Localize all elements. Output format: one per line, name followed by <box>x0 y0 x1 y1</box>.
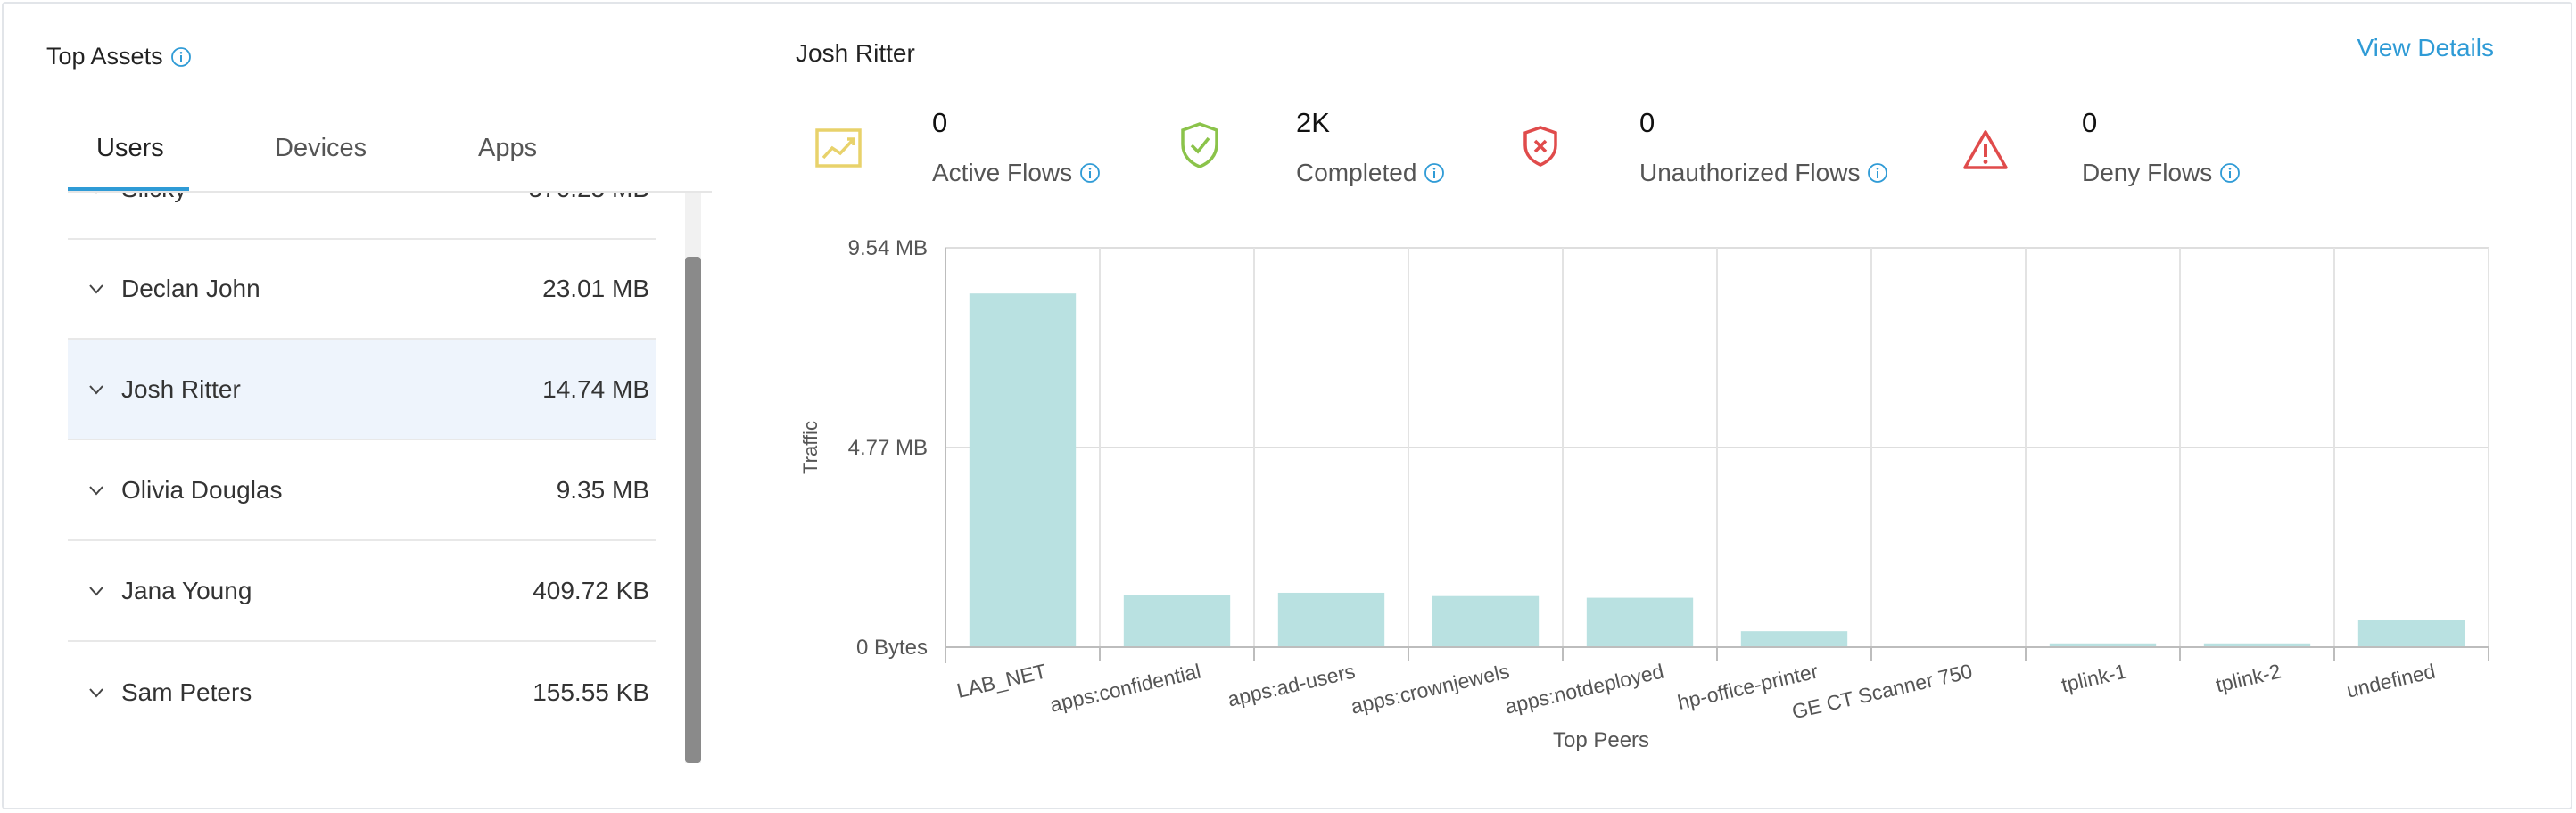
list-item-traffic: 23.01 MB <box>542 274 649 302</box>
stat-label-row: Unauthorized Flows <box>1639 159 1888 187</box>
chart-bar[interactable] <box>2203 643 2311 647</box>
tab-devices[interactable]: Devices <box>275 134 367 162</box>
list-item-name: Josh Ritter <box>121 374 241 403</box>
info-icon[interactable] <box>1867 162 1888 184</box>
x-tick-label: tplink-2 <box>2214 660 2283 697</box>
list-item-traffic: 409.72 KB <box>533 576 649 604</box>
x-tick-label: LAB_NET <box>954 660 1048 702</box>
top-assets-title: Top Assets <box>46 43 163 70</box>
chart-bar[interactable] <box>2049 643 2157 647</box>
list-item-traffic: 570.25 MB <box>529 193 649 203</box>
list-item[interactable]: Slicky 570.25 MB <box>68 193 656 240</box>
x-tick-label: apps:crownjewels <box>1349 660 1512 719</box>
chart-bar[interactable] <box>969 293 1077 647</box>
info-icon[interactable] <box>170 46 192 68</box>
tab-apps[interactable]: Apps <box>478 134 538 162</box>
warning-triangle-icon <box>1963 130 2008 169</box>
chart-bar[interactable] <box>1740 631 1848 647</box>
shield-check-icon <box>1181 122 1218 168</box>
x-tick-label: apps:confidential <box>1048 660 1203 717</box>
list-item-traffic: 9.35 MB <box>556 475 649 504</box>
stat-value: 0 <box>932 107 948 138</box>
chevron-down-icon[interactable] <box>87 280 105 298</box>
chevron-down-icon[interactable] <box>87 481 105 499</box>
scrollbar-thumb[interactable] <box>685 257 701 763</box>
chart-bar[interactable] <box>1277 592 1385 647</box>
x-tick-label: apps:notdeployed <box>1503 660 1666 719</box>
active-tab-indicator <box>68 187 189 191</box>
x-tick-label: GE CT Scanner 750 <box>1789 660 1974 724</box>
y-tick-label: 4.77 MB <box>848 436 928 460</box>
stat-label-row: Deny Flows <box>2082 159 2241 187</box>
user-list[interactable]: Slicky 570.25 MB Declan John 23.01 MB Jo… <box>68 193 656 763</box>
chart-bar[interactable] <box>1123 595 1231 647</box>
shield-x-icon <box>1523 126 1557 167</box>
list-item-traffic: 155.55 KB <box>533 678 649 706</box>
y-tick-label: 9.54 MB <box>848 236 928 260</box>
x-axis-title: Top Peers <box>1553 728 1649 752</box>
chart-axes <box>945 248 2489 663</box>
list-item-name: Jana Young <box>121 576 252 604</box>
chevron-down-icon[interactable] <box>87 684 105 702</box>
view-details-link[interactable]: View Details <box>2357 34 2494 62</box>
list-item-name: Slicky <box>121 193 186 203</box>
chart-bar[interactable] <box>1586 597 1694 647</box>
list-item-traffic: 14.74 MB <box>542 374 649 403</box>
chart-bar[interactable] <box>1432 595 1540 647</box>
y-tick-label: 0 Bytes <box>856 636 928 660</box>
list-item[interactable]: Olivia Douglas 9.35 MB <box>68 440 656 541</box>
list-item-name: Olivia Douglas <box>121 475 283 504</box>
stat-value: 0 <box>1639 107 1655 138</box>
x-tick-label: apps:ad-users <box>1226 660 1358 711</box>
stat-label-row: Completed <box>1296 159 1445 187</box>
top-assets-heading: Top Assets <box>46 43 192 70</box>
stat-label: Active Flows <box>932 159 1073 186</box>
y-axis-title: Traffic <box>799 421 822 474</box>
list-item-selected[interactable]: Josh Ritter 14.74 MB <box>68 340 656 440</box>
stat-label-row: Active Flows <box>932 159 1101 187</box>
stat-label: Deny Flows <box>2082 159 2213 186</box>
list-item-name: Declan John <box>121 274 260 302</box>
chart-grid <box>945 247 2489 648</box>
top-peers-chart: 0 Bytes 4.77 MB 9.54 MB LAB_NETapps:confide… <box>799 236 2489 752</box>
info-icon[interactable] <box>1079 162 1101 184</box>
list-item-name: Sam Peters <box>121 678 252 706</box>
stat-value: 2K <box>1296 107 1330 138</box>
chart-bar[interactable] <box>2357 620 2465 647</box>
x-tick-label: undefined <box>2344 660 2437 702</box>
info-icon[interactable] <box>1424 162 1445 184</box>
stat-value: 0 <box>2082 107 2098 138</box>
trend-chart-icon <box>815 128 862 168</box>
asset-tabs: Users Devices Apps <box>68 134 712 193</box>
chevron-down-icon[interactable] <box>87 193 105 198</box>
stat-label: Unauthorized Flows <box>1639 159 1861 186</box>
chevron-down-icon[interactable] <box>87 381 105 398</box>
list-item[interactable]: Jana Young 409.72 KB <box>68 541 656 642</box>
list-item[interactable]: Declan John 23.01 MB <box>68 239 656 340</box>
x-tick-label: tplink-1 <box>2060 660 2129 697</box>
selected-user-title: Josh Ritter <box>796 39 915 67</box>
tabs-divider <box>68 191 712 193</box>
list-item[interactable]: Sam Peters 155.55 KB <box>68 642 656 743</box>
chevron-down-icon[interactable] <box>87 582 105 600</box>
tab-users[interactable]: Users <box>96 134 164 162</box>
chart-bars <box>969 293 2465 647</box>
stat-label: Completed <box>1296 159 1417 186</box>
info-icon[interactable] <box>2219 162 2241 184</box>
